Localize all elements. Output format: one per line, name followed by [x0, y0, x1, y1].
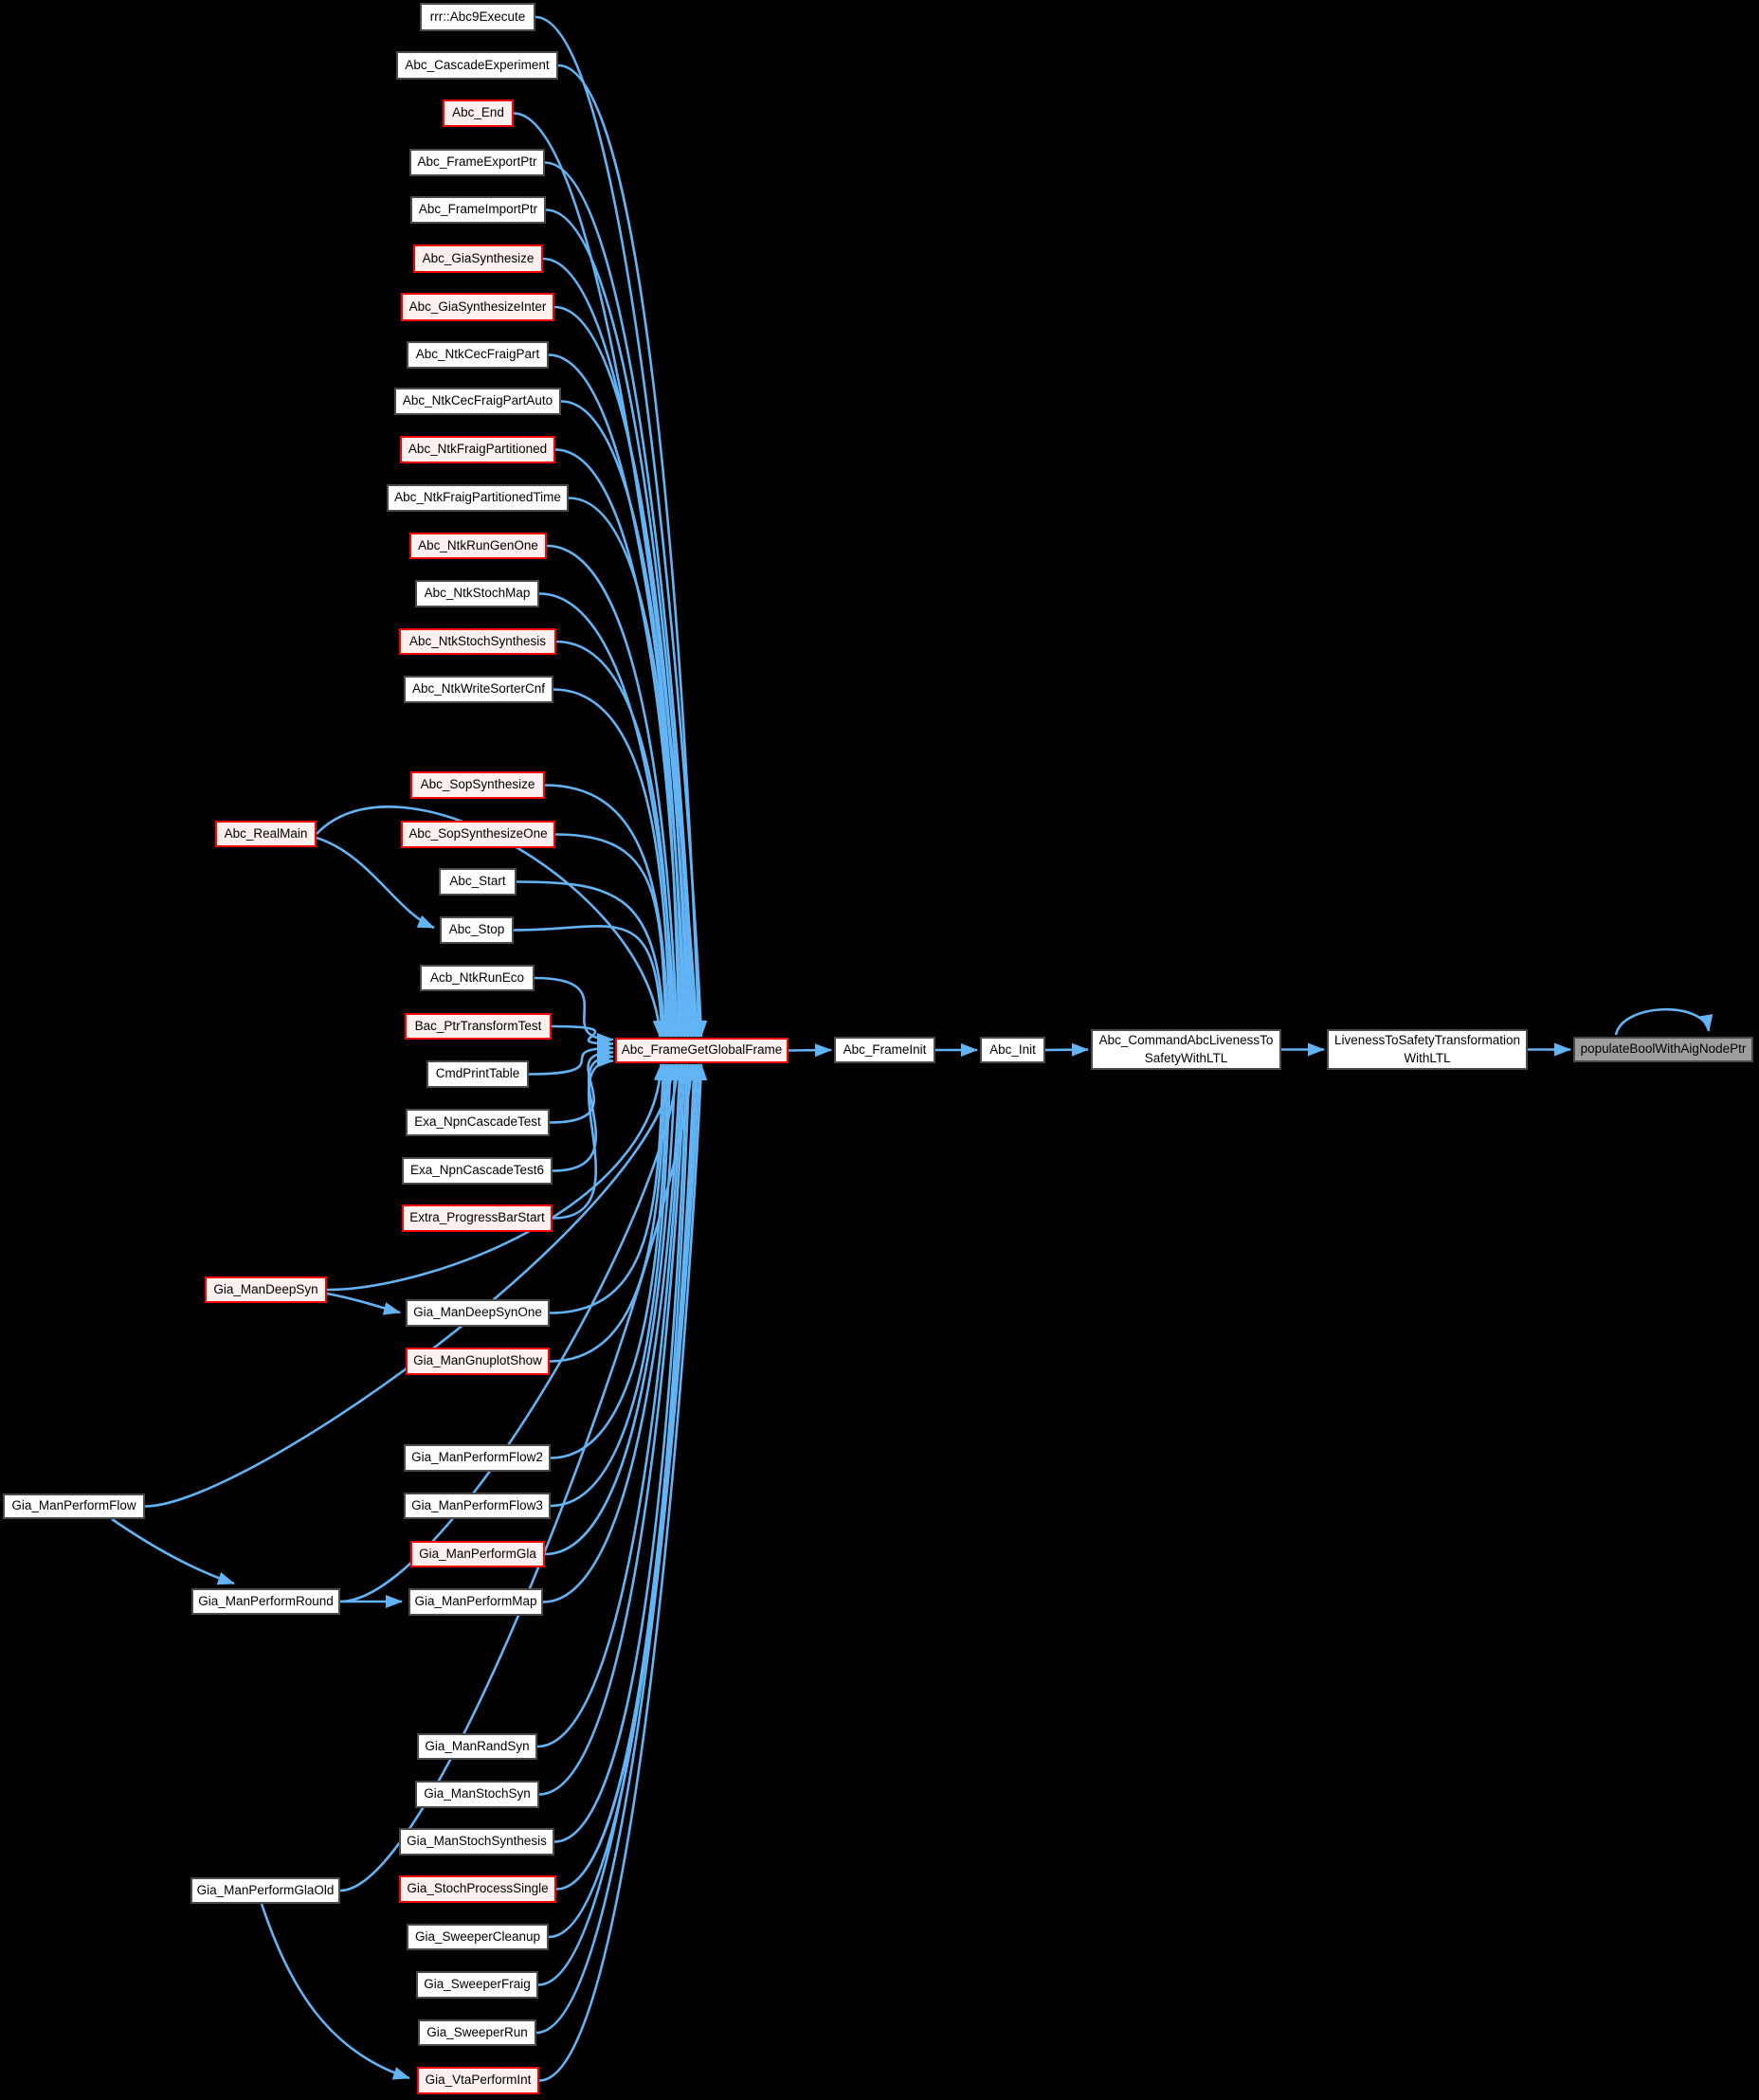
graph-node-giasweeperrun[interactable]: Gia_SweeperRun — [418, 2019, 536, 2046]
graph-node-liveness[interactable]: LivenessToSafetyTransformation WithLTL — [1327, 1029, 1528, 1070]
graph-node-giamandeepsyn[interactable]: Gia_ManDeepSyn — [205, 1276, 327, 1303]
graph-node-realmain[interactable]: Abc_RealMain — [215, 821, 317, 847]
graph-node-giavtaperformint[interactable]: Gia_VtaPerformInt — [417, 2067, 539, 2094]
graph-node-exanpncascadetest6[interactable]: Exa_NpnCascadeTest6 — [402, 1157, 553, 1185]
graph-node-giasynthesizeinter[interactable]: Abc_GiaSynthesizeInter — [401, 293, 554, 321]
graph-node-giamanperformflow[interactable]: Gia_ManPerformFlow — [3, 1494, 145, 1519]
graph-node-giamanperformround[interactable]: Gia_ManPerformRound — [191, 1588, 340, 1615]
graph-node-frameexportptr[interactable]: Abc_FrameExportPtr — [409, 149, 545, 176]
graph-node-giamanrandsyn[interactable]: Gia_ManRandSyn — [417, 1733, 537, 1760]
edge-giamanperformround-hub — [339, 1063, 684, 1603]
edge-giamanperformgla-hub — [544, 1063, 681, 1556]
edge-giamangnuplotshow-hub — [549, 1063, 672, 1363]
edge-ntkrungenone-hub — [546, 544, 684, 1038]
graph-node-giamanstochsyn[interactable]: Gia_ManStochSyn — [415, 1781, 539, 1808]
graph-node-giamanstochsynthesis[interactable]: Gia_ManStochSynthesis — [399, 1828, 554, 1856]
edge-ntkstochsynthesis-hub — [555, 640, 680, 1038]
graph-node-ntkcecfraigpartauto[interactable]: Abc_NtkCecFraigPartAuto — [394, 388, 561, 415]
edge-giamandeepsyn-giamandeepsynone — [326, 1292, 401, 1315]
edge-frameimportptr-hub — [545, 208, 699, 1038]
edge-giavtaperformint-hub — [538, 1063, 708, 2082]
graph-node-abcstart[interactable]: Abc_Start — [439, 868, 517, 896]
graph-node-giamanperformflow3[interactable]: Gia_ManPerformFlow3 — [404, 1493, 551, 1519]
edge-giamanstochsyn-hub — [538, 1063, 691, 1796]
graph-node-exanpncascadetest[interactable]: Exa_NpnCascadeTest — [406, 1109, 550, 1136]
graph-node-giasweeperfraig[interactable]: Gia_SweeperFraig — [416, 1971, 538, 1999]
graph-node-giamangnuplotshow[interactable]: Gia_ManGnuplotShow — [406, 1348, 550, 1375]
graph-node-giamanperformflow2[interactable]: Gia_ManPerformFlow2 — [404, 1444, 551, 1472]
graph-node-giamanperformmap[interactable]: Gia_ManPerformMap — [408, 1588, 543, 1616]
graph-node-ntkcecfraigpart[interactable]: Abc_NtkCecFraigPart — [407, 341, 549, 369]
graph-node-abc9execute[interactable]: rrr::Abc9Execute — [420, 3, 535, 31]
edge-sopsynthesizeone-hub — [554, 833, 673, 1038]
graph-node-giamanperformglaold[interactable]: Gia_ManPerformGlaOld — [190, 1877, 340, 1904]
edge-sopsynthesize-hub — [544, 784, 675, 1038]
edge-giamanperformglaold-hub — [339, 1063, 698, 1892]
edge-cmdprinttable-hub — [528, 1041, 614, 1076]
edge-giamanperformflow-giamanperformround — [111, 1517, 235, 1585]
edge-abcstop-hub — [513, 925, 668, 1038]
graph-node-abcstop[interactable]: Abc_Stop — [440, 916, 514, 944]
graph-node-giamanperformgla[interactable]: Gia_ManPerformGla — [410, 1541, 545, 1567]
edge-cascadeexperiment-hub — [557, 63, 706, 1038]
edge-giamanstochsynthesis-hub — [553, 1063, 694, 1843]
graph-node-ntkstochmap[interactable]: Abc_NtkStochMap — [415, 580, 539, 607]
edge-giamanperformflow-hub — [144, 1063, 680, 1508]
edge-frameexportptr-hub — [544, 161, 701, 1038]
graph-node-populate: populateBoolWithAigNodePtr — [1573, 1037, 1753, 1062]
edge-ntkfraigpartitioned-hub — [554, 448, 688, 1038]
graph-node-giasynthesize[interactable]: Abc_GiaSynthesize — [413, 244, 543, 273]
graph-node-giasweepercleanup[interactable]: Gia_SweeperCleanup — [407, 1924, 549, 1950]
graph-node-cascadeexperiment[interactable]: Abc_CascadeExperiment — [396, 51, 558, 80]
edge-exanpncascadetest6-hub — [552, 1050, 614, 1172]
edge-ntkcecfraigpartauto-hub — [560, 400, 690, 1038]
graph-node-sopsynthesize[interactable]: Abc_SopSynthesize — [410, 771, 545, 799]
edge-giamandeepsynone-hub — [549, 1063, 670, 1314]
edge-giasynthesizeinter-hub — [553, 305, 695, 1038]
edge-exanpncascadetest-hub — [549, 1045, 614, 1124]
graph-node-abcend[interactable]: Abc_End — [443, 100, 514, 127]
edge-init-command — [1044, 1042, 1089, 1057]
graph-node-ntkstochsynthesis[interactable]: Abc_NtkStochSynthesis — [399, 628, 556, 655]
edge-giamanperformflow3-hub — [550, 1063, 677, 1508]
edge-abcstart-hub — [516, 880, 671, 1038]
graph-node-ntkfraigpartitioned[interactable]: Abc_NtkFraigPartitioned — [400, 436, 555, 463]
graph-node-acbntkruneco[interactable]: Acb_NtkRunEco — [420, 965, 535, 991]
graph-node-ntkfraigpartitionedtime[interactable]: Abc_NtkFraigPartitionedTime — [387, 484, 569, 512]
graph-node-giamandeepsynone[interactable]: Gia_ManDeepSynOne — [406, 1299, 550, 1327]
graph-node-init[interactable]: Abc_Init — [980, 1037, 1045, 1063]
graph-node-hub[interactable]: Abc_FrameGetGlobalFrame — [615, 1038, 789, 1063]
edge-ntkfraigpartitionedtime-hub — [568, 497, 686, 1038]
graph-node-frameimportptr[interactable]: Abc_FrameImportPtr — [410, 196, 546, 224]
edge-extraprogressbarstart-hub — [552, 1054, 614, 1220]
edge-bacptrtransformtest-hub — [551, 1024, 614, 1051]
graph-node-bacptrtransformtest[interactable]: Bac_PtrTransformTest — [405, 1013, 552, 1040]
graph-node-ntkwritesortercnf[interactable]: Abc_NtkWriteSorterCnf — [404, 676, 553, 703]
edge-ntkstochmap-hub — [538, 592, 681, 1038]
graph-node-sopsynthesizeone[interactable]: Abc_SopSynthesizeOne — [401, 821, 555, 848]
graph-node-cmdprinttable[interactable]: CmdPrintTable — [426, 1060, 529, 1088]
graph-node-extraprogressbarstart[interactable]: Extra_ProgressBarStart — [402, 1204, 553, 1232]
edge-populate-populate — [1614, 1007, 1714, 1036]
graph-node-ntkrungenone[interactable]: Abc_NtkRunGenOne — [409, 533, 547, 559]
edge-ntkcecfraigpart-hub — [548, 353, 693, 1038]
graph-node-giastochprocesssingle[interactable]: Gia_StochProcessSingle — [399, 1875, 556, 1903]
edge-giasweeperfraig-hub — [537, 1063, 703, 1986]
edge-giasynthesize-hub — [542, 257, 697, 1038]
graph-node-command[interactable]: Abc_CommandAbcLivenessTo SafetyWithLTL — [1091, 1029, 1281, 1070]
edge-realmain-hub — [316, 806, 666, 1038]
graph-node-frameinit[interactable]: Abc_FrameInit — [834, 1037, 935, 1063]
edge-giamanperformflow2-hub — [550, 1063, 675, 1459]
edge-acbntkruneco-hub — [534, 976, 614, 1046]
edge-ntkwritesortercnf-hub — [553, 688, 678, 1038]
edge-giasweeperrun-hub — [535, 1063, 705, 2035]
edge-hub-frameinit — [788, 1043, 832, 1058]
edge-giamanperformglaold-giavtaperformint — [260, 1903, 410, 2080]
edge-giamanperformmap-hub — [542, 1063, 686, 1603]
edge-realmain-abcstop — [316, 836, 435, 930]
